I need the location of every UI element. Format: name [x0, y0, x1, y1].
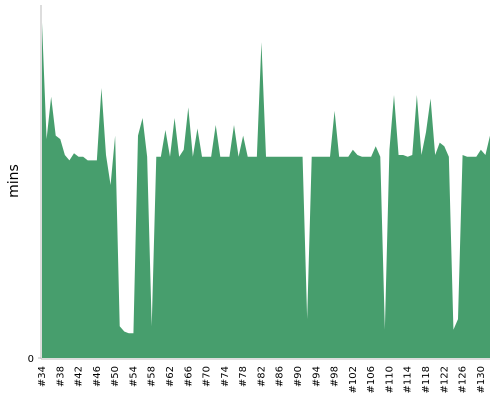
x-tick-label: #70	[202, 366, 213, 387]
x-tick-label: #66	[183, 366, 194, 387]
x-tick-label: #58	[147, 366, 158, 387]
x-tick-label: #98	[330, 366, 341, 387]
area	[42, 22, 490, 359]
x-tick-label: #126	[458, 366, 469, 393]
x-tick-label: #122	[439, 366, 450, 393]
x-tick-label: #62	[165, 366, 176, 387]
x-tick-label: #34	[37, 366, 48, 387]
x-tick-label: #82	[256, 366, 267, 387]
x-tick-label: #38	[55, 366, 66, 387]
x-tick-label: #86	[275, 366, 286, 387]
x-tick-label: #94	[311, 366, 322, 387]
x-tick-label: #46	[92, 366, 103, 387]
x-tick-label: #42	[74, 366, 85, 387]
y-tick-label: 0	[28, 354, 34, 365]
x-tick-label: #114	[403, 366, 414, 393]
x-tick-label: #74	[220, 366, 231, 387]
x-tick-label: #106	[366, 366, 377, 393]
x-tick-label: #130	[476, 366, 487, 393]
x-tick-label: #90	[293, 366, 304, 387]
y-axis-label: mins	[6, 164, 22, 198]
x-tick-label: #102	[348, 366, 359, 393]
x-tick-label: #110	[384, 366, 395, 393]
x-tick-label: #54	[128, 366, 139, 387]
x-tick-label: #118	[421, 366, 432, 393]
x-tick-label: #50	[110, 366, 121, 387]
x-tick-label: #78	[238, 366, 249, 387]
